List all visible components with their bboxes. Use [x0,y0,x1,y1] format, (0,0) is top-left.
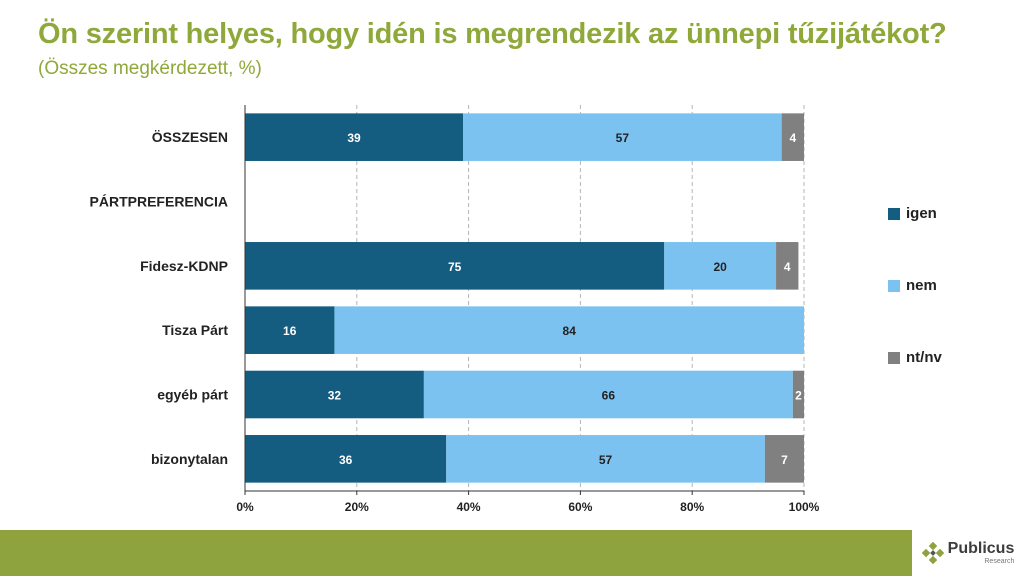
bar-segment-nem [446,435,765,483]
bar-segment-ntnv [781,113,804,161]
legend-swatch-ntnv [888,351,900,364]
category-label: egyéb párt [157,387,228,403]
bar-segment-ntnv [792,370,804,419]
data-label: 36 [339,453,353,467]
logo-name: Publicus [947,540,1015,557]
category-label: bizonytalan [151,451,228,467]
logo-subtitle: Research [984,558,1015,565]
publicus-logo: Publicus Research [912,530,1024,576]
data-label: 84 [563,324,577,338]
x-tick-label: 80% [680,500,704,514]
data-label: 4 [784,260,791,274]
data-label: 7 [781,453,788,467]
data-label: 39 [347,131,361,145]
bar-segment-ntnv [776,242,799,290]
chart-subtitle: (Összes megkérdezett, %) [38,58,262,79]
data-label: 66 [602,389,616,403]
data-label: 20 [713,260,727,274]
chart-category-labels: ÖSSZESEN PÁRTPREFERENCIA Fidesz-KDNP Tisza … [90,129,229,467]
data-label: 57 [616,131,630,145]
data-label: 16 [283,324,297,338]
bar-segment-ntnv [764,435,804,483]
legend-item-ntnv: nt/nv [888,349,942,366]
chart-x-ticks: 0% 20% 40% 60% 80% 100% [236,491,820,514]
stacked-bar-chart: 39 57 4 75 20 4 16 84 32 66 2 36 57 7 ÖSSZESEN PÁRTPRE… [90,105,820,514]
category-label: Fidesz-KDNP [140,258,228,274]
bar-segment-igen [245,370,424,419]
chart-bars [245,113,804,483]
bar-segment-nem [334,306,804,354]
category-label: Tisza Párt [162,322,228,338]
legend-label-nem: nem [906,277,937,294]
x-tick-label: 40% [457,500,481,514]
publicus-logo-mark-icon [921,542,944,564]
legend-label-ntnv: nt/nv [906,349,942,366]
bar-segment-igen [245,435,447,483]
bar-segment-nem [463,113,782,161]
chart-data-labels: 39 57 4 75 20 4 16 84 32 66 2 36 57 7 [283,131,802,467]
x-tick-label: 20% [345,500,369,514]
bar-segment-igen [245,306,335,354]
legend-label-igen: igen [906,205,937,222]
category-label: PÁRTPREFERENCIA [90,194,228,210]
legend-item-igen: igen [888,205,937,222]
x-tick-label: 60% [568,500,592,514]
x-tick-label: 0% [236,500,254,514]
bar-segment-nem [664,242,777,290]
bar-segment-igen [245,242,665,290]
data-label: 4 [789,131,796,145]
chart-grid [356,105,805,491]
legend-item-nem: nem [888,277,937,294]
category-label: ÖSSZESEN [152,129,228,145]
footer-bar [0,530,1024,576]
data-label: 57 [599,453,613,467]
legend-swatch-igen [888,207,900,220]
data-label: 32 [328,389,342,403]
chart-title: Ön szerint helyes, hogy idén is megrende… [38,18,947,50]
data-label: 75 [448,260,462,274]
bar-segment-igen [245,113,464,161]
x-tick-label: 100% [789,500,820,514]
data-label: 2 [795,389,802,403]
bar-segment-nem [423,370,793,419]
legend-swatch-nem [888,279,900,292]
